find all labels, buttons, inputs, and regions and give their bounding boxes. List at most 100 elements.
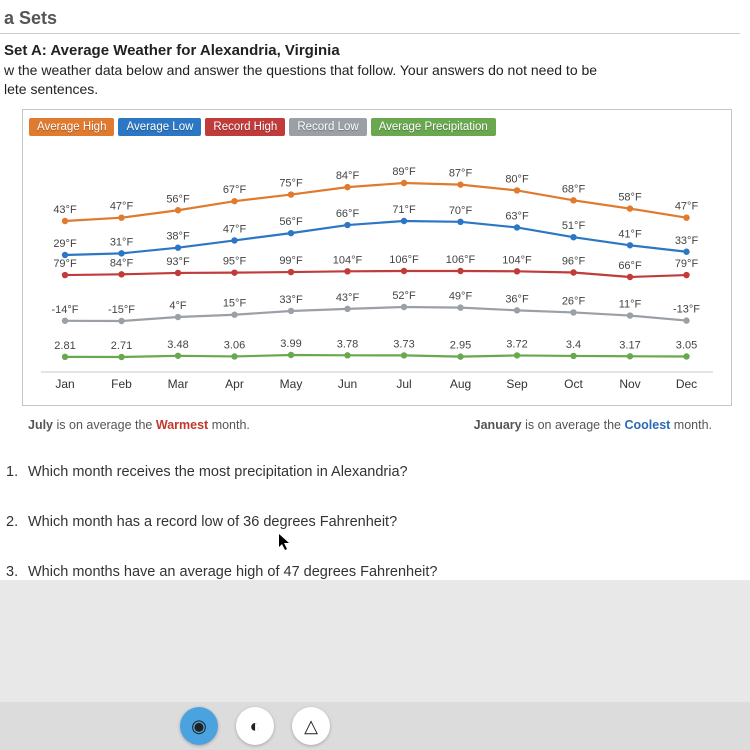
worksheet-page: a Sets Set A: Average Weather for Alexan… <box>0 0 750 580</box>
rec_high-value-label: 66°F <box>618 260 642 272</box>
section-header-partial: a Sets <box>0 8 740 34</box>
avg_high-line <box>65 183 687 221</box>
rec_high-dot <box>344 268 350 274</box>
rec_low-dot <box>175 314 181 320</box>
question-number: 1. <box>6 464 28 480</box>
avg_precip-dot <box>570 353 576 359</box>
legend-chip: Average High <box>29 118 114 136</box>
rec_high-value-label: 104°F <box>333 254 363 266</box>
rec_high-dot <box>457 268 463 274</box>
rec_low-value-label: 15°F <box>223 298 247 310</box>
legend-chip: Record Low <box>289 118 366 136</box>
photos-app-icon[interactable]: ◉ <box>180 707 218 745</box>
month-label: May <box>280 377 303 391</box>
rec_low-value-label: 52°F <box>392 290 416 302</box>
rec_low-value-label: 43°F <box>336 292 360 304</box>
avg_low-value-label: 47°F <box>223 223 247 235</box>
avg_precip-dot <box>231 353 237 359</box>
chrome-icon[interactable]: ◐ <box>236 707 274 745</box>
rec_high-dot <box>570 269 576 275</box>
rec_low-value-label: 26°F <box>562 295 586 307</box>
avg_high-value-label: 68°F <box>562 183 586 195</box>
avg_precip-dot <box>288 352 294 358</box>
month-label: Jun <box>338 377 357 391</box>
avg_low-dot <box>570 234 576 240</box>
avg_low-dot <box>627 242 633 248</box>
avg_high-dot <box>231 198 237 204</box>
cool-month: January <box>474 418 522 432</box>
rec_low-dot <box>570 309 576 315</box>
rec_high-value-label: 95°F <box>223 255 247 267</box>
avg_high-dot <box>683 214 689 220</box>
avg_high-dot <box>288 191 294 197</box>
avg_high-value-label: 47°F <box>675 200 699 212</box>
rec_low-value-label: 33°F <box>279 294 303 306</box>
avg_precip-dot <box>118 354 124 360</box>
avg_precip-value-label: 3.48 <box>167 339 188 351</box>
avg_high-value-label: 80°F <box>505 173 529 185</box>
avg_low-dot <box>118 250 124 256</box>
avg_high-dot <box>457 181 463 187</box>
weather-chart: Average HighAverage LowRecord HighRecord… <box>22 109 732 406</box>
question-list: 1.Which month receives the most precipit… <box>6 464 730 580</box>
rec_low-value-label: -15°F <box>108 304 135 316</box>
avg_precip-dot <box>627 353 633 359</box>
avg_low-value-label: 71°F <box>392 204 416 216</box>
avg_low-value-label: 29°F <box>53 238 77 250</box>
legend-chip: Average Low <box>118 118 201 136</box>
rec_low-dot <box>627 312 633 318</box>
rec_high-value-label: 79°F <box>675 258 699 270</box>
avg_low-dot <box>683 248 689 254</box>
rec_low-value-label: 36°F <box>505 293 529 305</box>
avg_low-value-label: 31°F <box>110 236 134 248</box>
question-number: 3. <box>6 564 28 580</box>
rec_high-value-label: 104°F <box>502 254 532 266</box>
rec_low-dot <box>344 305 350 311</box>
rec_low-line <box>65 307 687 321</box>
rec_low-dot <box>118 318 124 324</box>
month-label: Feb <box>111 377 132 391</box>
question: 1.Which month receives the most precipit… <box>6 464 730 480</box>
avg_precip-dot <box>457 353 463 359</box>
rec_low-value-label: 11°F <box>619 298 642 310</box>
month-label: Jan <box>55 377 74 391</box>
warmest-note: July is on average the Warmest month. <box>28 418 250 432</box>
avg_high-dot <box>627 205 633 211</box>
avg_precip-line <box>65 355 687 357</box>
avg_low-dot <box>231 237 237 243</box>
avg_precip-value-label: 2.95 <box>450 339 471 351</box>
instruction-line-1: w the weather data below and answer the … <box>4 62 597 78</box>
avg_precip-dot <box>401 352 407 358</box>
avg_low-dot <box>344 222 350 228</box>
rec_low-value-label: -14°F <box>51 304 78 316</box>
rec_low-dot <box>514 307 520 313</box>
rec_low-dot <box>401 304 407 310</box>
avg_low-value-label: 56°F <box>279 216 303 228</box>
avg_low-value-label: 66°F <box>336 208 360 220</box>
avg_high-value-label: 47°F <box>110 200 134 212</box>
rec_low-value-label: -13°F <box>673 303 700 315</box>
chart-canvas: 43°F47°F56°F67°F75°F84°F89°F87°F80°F68°F… <box>29 146 725 396</box>
rec_high-value-label: 106°F <box>389 254 419 266</box>
taskbar: ◉ ◐ △ <box>0 702 750 750</box>
rec_high-value-label: 93°F <box>166 256 190 268</box>
rec_high-dot <box>683 272 689 278</box>
avg_high-dot <box>401 180 407 186</box>
chart-notes: July is on average the Warmest month. Ja… <box>28 418 712 432</box>
rec_high-dot <box>231 269 237 275</box>
avg_low-dot <box>514 224 520 230</box>
month-label: Jul <box>396 377 411 391</box>
avg_precip-dot <box>514 352 520 358</box>
coolest-note: January is on average the Coolest month. <box>474 418 712 432</box>
avg_precip-value-label: 3.72 <box>506 338 527 350</box>
legend-chip: Record High <box>205 118 285 136</box>
month-label: Nov <box>619 377 640 391</box>
instruction-text: w the weather data below and answer the … <box>4 61 740 99</box>
drive-icon[interactable]: △ <box>292 707 330 745</box>
set-title: Set A: Average Weather for Alexandria, V… <box>4 42 740 59</box>
avg_precip-dot <box>62 353 68 359</box>
rec_high-dot <box>288 269 294 275</box>
avg_low-dot <box>457 218 463 224</box>
avg_low-value-label: 51°F <box>562 220 586 232</box>
avg_high-value-label: 67°F <box>223 184 247 196</box>
